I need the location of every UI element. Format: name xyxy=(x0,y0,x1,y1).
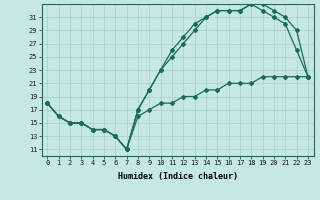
X-axis label: Humidex (Indice chaleur): Humidex (Indice chaleur) xyxy=(118,172,237,181)
